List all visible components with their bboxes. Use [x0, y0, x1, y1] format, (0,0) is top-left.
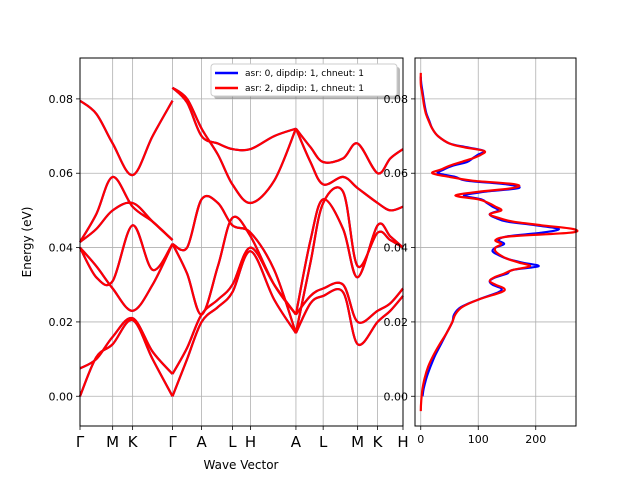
band-line-asr2: [295, 127, 404, 175]
band-line-asr2: [79, 201, 174, 243]
legend-label-asr0: asr: 0, dipdip: 1, chneut: 1: [245, 69, 364, 79]
qpoint-label: A: [196, 433, 207, 451]
dos-x-tick-label: 200: [525, 433, 546, 446]
phonon-dos-panel: 0.00 0.02 0.04 0.06 0.08 0 100 200: [384, 57, 579, 446]
band-line-asr2: [171, 194, 297, 334]
dos-axes-frame: [414, 57, 577, 427]
band-line-asr2: [79, 243, 174, 312]
qpoint-label: Γ: [168, 433, 177, 451]
band-line-asr2: [171, 86, 297, 152]
dos-line-asr2: [419, 72, 579, 412]
dos-y-tick-label: 0.08: [384, 93, 409, 106]
band-y-tick-label: 0.00: [49, 390, 74, 403]
dos-y-ticks: 0.00 0.02 0.04 0.06 0.08: [384, 93, 415, 403]
band-y-tick-label: 0.08: [49, 93, 74, 106]
dos-y-tick-label: 0.04: [384, 242, 409, 255]
legend-label-asr2: asr: 2, dipdip: 1, chneut: 1: [245, 84, 364, 94]
band-line-asr2: [294, 186, 404, 334]
qpoint-label: M: [351, 433, 364, 451]
band-x-axis-label: Wave Vector: [204, 458, 279, 472]
dos-y-tick-label: 0.02: [384, 316, 409, 329]
band-y-axis-label: Energy (eV): [20, 207, 34, 278]
band-line-asr2: [294, 198, 404, 315]
band-grid: [79, 58, 404, 426]
dos-curves: [419, 72, 579, 412]
qpoint-label: H: [397, 433, 408, 451]
qpoint-label: A: [291, 433, 302, 451]
dos-y-tick-label: 0.06: [384, 167, 409, 180]
qpoint-label: H: [245, 433, 256, 451]
dos-x-ticks: 0 100 200: [417, 426, 546, 446]
legend: asr: 0, dipdip: 1, chneut: 1 asr: 2, dip…: [210, 63, 400, 99]
qpoint-label: Γ: [76, 433, 85, 451]
qpoint-label: M: [106, 433, 119, 451]
band-curves: [78, 86, 404, 397]
band-line-asr2: [171, 86, 297, 205]
band-line-asr2: [79, 99, 174, 177]
band-line-asr2: [294, 287, 404, 347]
band-line-asr2: [295, 281, 404, 324]
qpoint-label: L: [228, 433, 237, 451]
band-line-asr2: [171, 215, 297, 316]
qpoint-label: K: [373, 433, 384, 451]
qpoint-label: K: [128, 433, 139, 451]
dos-x-tick-label: 100: [468, 433, 489, 446]
band-y-tick-label: 0.04: [49, 242, 74, 255]
band-line-asr2: [79, 224, 174, 287]
band-line-asr2: [78, 318, 174, 397]
band-y-tick-label: 0.02: [49, 316, 74, 329]
band-axes-frame: [79, 57, 404, 427]
band-line-asr2: [171, 250, 297, 397]
dos-y-tick-label: 0.00: [384, 390, 409, 403]
band-line-asr2: [294, 128, 404, 212]
band-y-tick-label: 0.06: [49, 167, 74, 180]
qpoint-label: L: [319, 433, 328, 451]
dos-x-tick-label: 0: [417, 433, 424, 446]
band-y-ticks: 0.00 0.02 0.04 0.06 0.08: [49, 93, 80, 403]
legend-box: [210, 63, 398, 97]
